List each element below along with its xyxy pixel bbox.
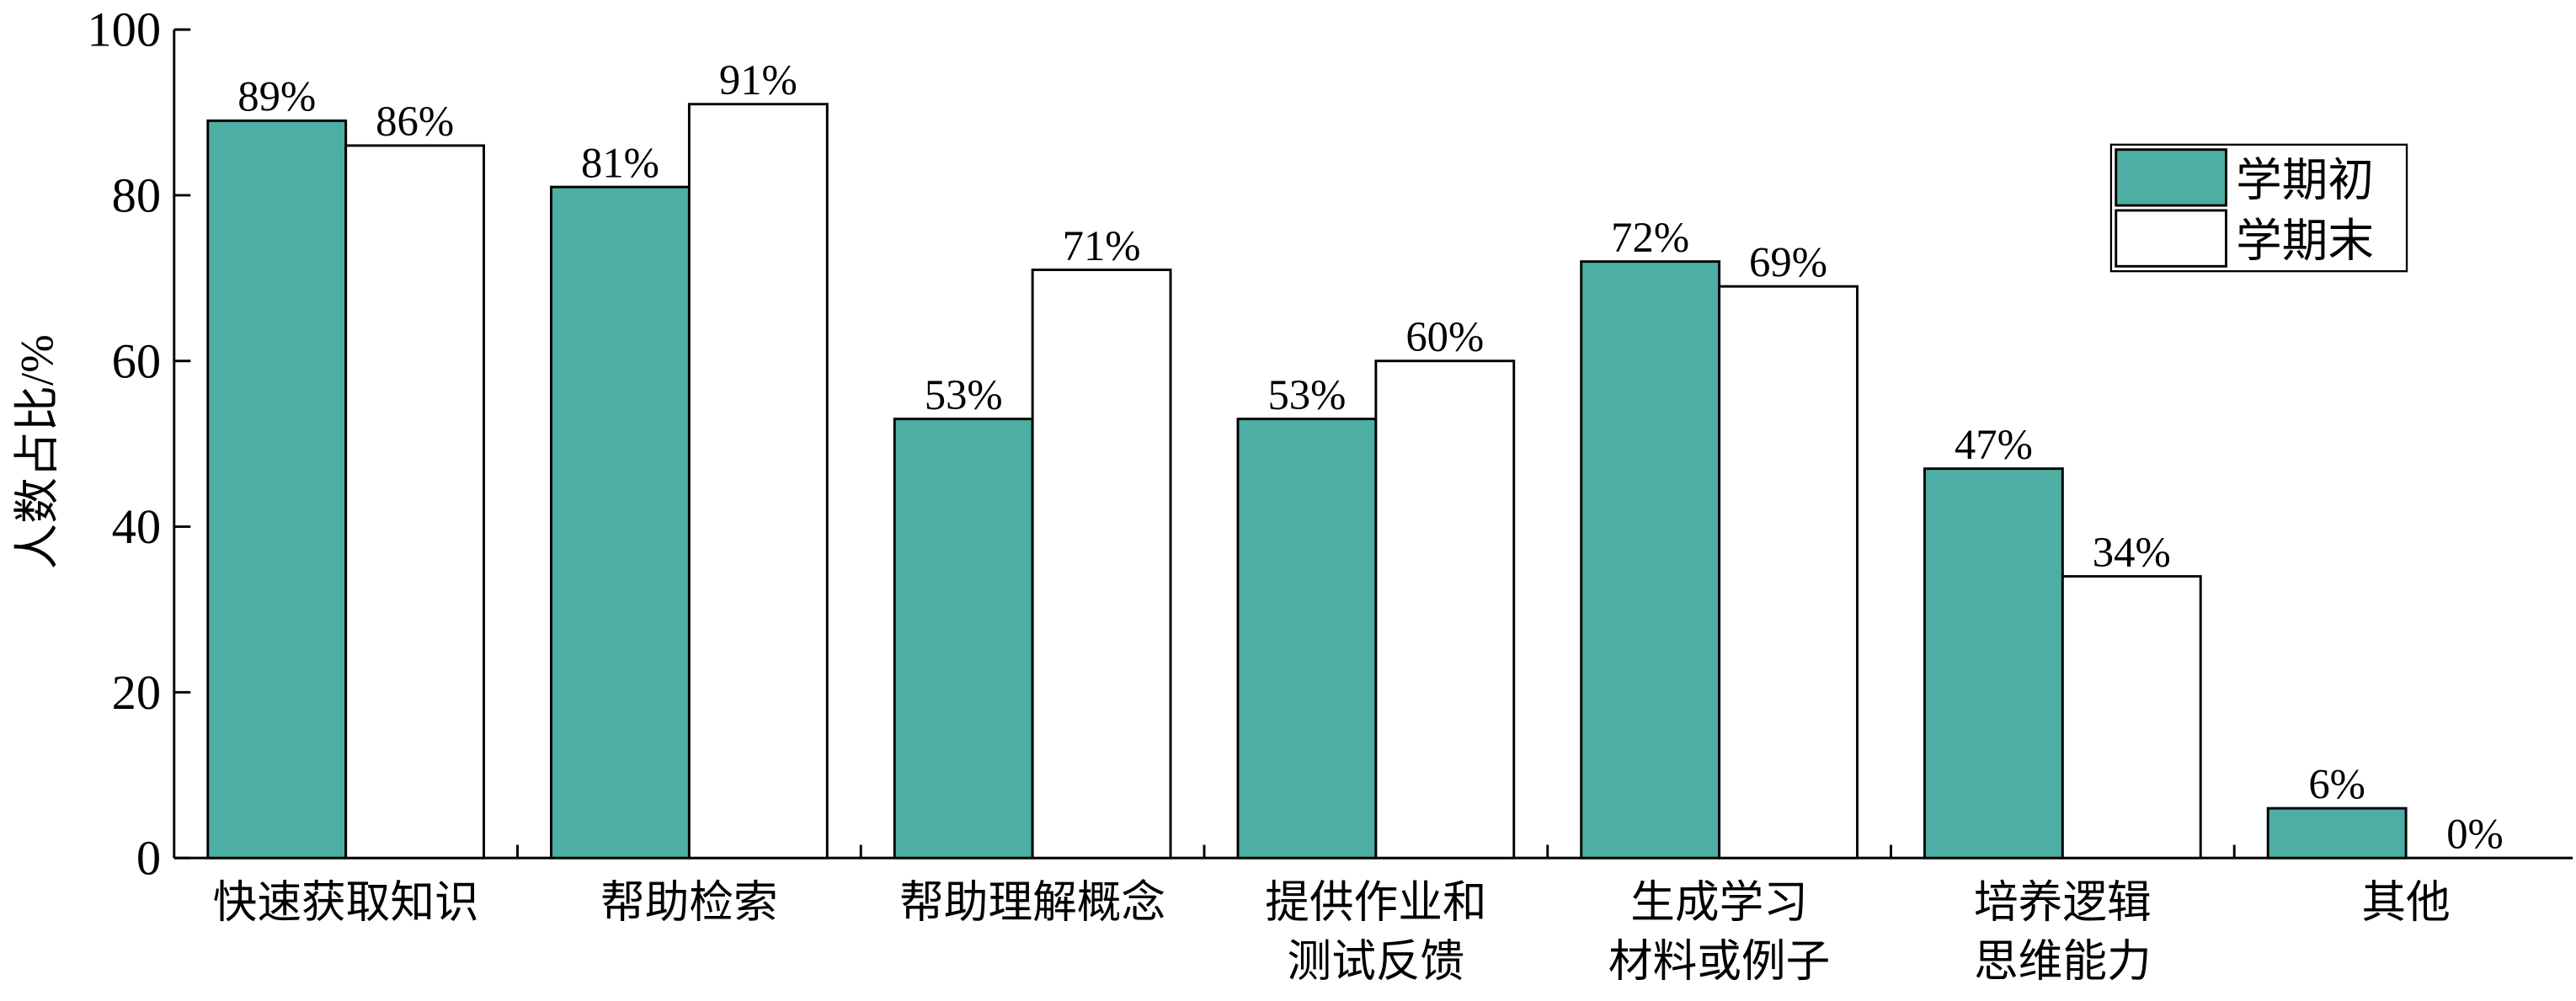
x-tick-label: 快速获取知识 [213,878,479,927]
legend-swatch [2115,148,2227,207]
x-tick-label: 提供作业和 [1265,878,1486,927]
value-label: 34% [2093,529,2171,576]
legend-label: 学期初 [2236,154,2374,205]
y-tick-label: 0 [136,831,161,886]
value-label: 89% [237,73,316,120]
value-label: 6% [2308,760,2365,807]
bar [1236,418,1378,860]
x-tick-label: 培养逻辑 [1974,878,2152,927]
value-label: 53% [1267,371,1346,418]
bar [687,103,829,860]
y-tick-label: 80 [112,168,162,222]
value-label: 69% [1749,238,1827,285]
x-tick-label: 生成学习 [1630,878,1808,927]
legend-swatch [2115,209,2227,268]
x-tick-label: 其他 [2361,878,2450,927]
x-tick-label: 思维能力 [1974,938,2152,987]
value-label: 53% [925,371,1003,418]
bar [1718,285,1859,860]
y-tick-label: 20 [112,665,162,720]
x-tick-label: 测试反馈 [1288,938,1465,987]
bar [1580,260,1721,860]
value-label: 47% [1955,421,2033,468]
value-label: 81% [581,139,659,186]
bar [1923,467,2064,860]
bar [206,119,348,860]
x-tick-label: 材料或例子 [1608,938,1830,987]
x-tick-label: 帮助理解概念 [899,878,1165,927]
y-tick-label: 100 [87,3,161,57]
value-label: 60% [1405,313,1484,360]
legend-label: 学期末 [2236,216,2374,267]
bar [2061,575,2202,860]
bar [893,418,1034,860]
value-label: 86% [376,98,454,145]
y-tick-label: 60 [112,333,162,388]
y-tick-label: 40 [112,499,162,554]
y-axis-label: 人数占比/% [11,334,62,569]
bar [2266,807,2408,860]
value-label: 91% [719,56,797,104]
x-tick-label: 帮助检索 [600,878,778,927]
bar [1031,269,1172,860]
value-label: 71% [1063,222,1141,269]
bar [344,144,486,860]
value-label: 72% [1611,214,1689,261]
bar [1374,359,1516,860]
bar [550,185,691,860]
value-label: 0% [2446,810,2504,857]
